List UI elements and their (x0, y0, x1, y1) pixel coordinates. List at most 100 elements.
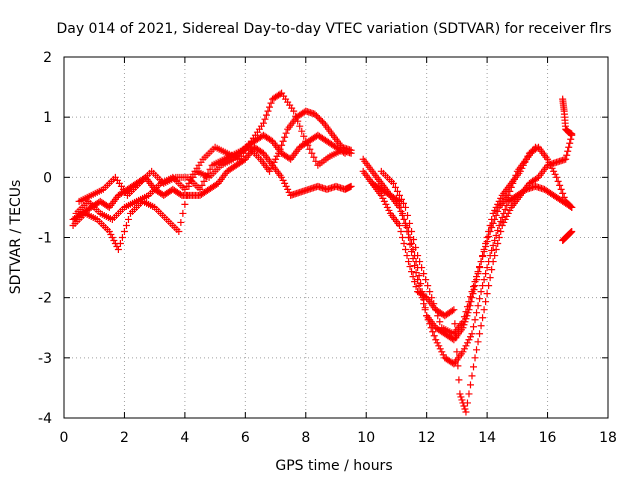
data-point-dense (556, 181, 564, 189)
data-point-dense (408, 268, 416, 276)
data-point-dense (503, 201, 511, 209)
data-point-dense (408, 227, 416, 235)
data-point-dense (479, 253, 487, 261)
data-point-dense (491, 215, 499, 223)
data-point-dense (258, 148, 266, 156)
data-point-dense (411, 262, 419, 270)
data-point-dense (281, 133, 289, 141)
data-point (468, 330, 476, 338)
data-point-dense (476, 330, 484, 338)
data-point (498, 221, 506, 229)
data-point (480, 306, 488, 314)
data-point-dense (176, 190, 184, 198)
data-point-dense (483, 264, 491, 272)
data-point-dense (434, 312, 442, 320)
data-point-dense (463, 339, 471, 347)
data-point-dense (504, 209, 512, 217)
data-point-dense (466, 293, 474, 301)
data-point-dense (402, 246, 410, 254)
data-point-dense (479, 282, 487, 290)
data-point (456, 390, 464, 398)
data-point-dense (510, 175, 518, 183)
data-point-dense (298, 127, 306, 135)
data-point-dense (306, 145, 314, 153)
x-axis-label: GPS time / hours (275, 458, 392, 474)
data-point-dense (118, 234, 126, 241)
data-point-dense (451, 320, 459, 328)
data-point-dense (432, 306, 440, 314)
data-point-dense (398, 209, 406, 217)
data-point-dense (497, 217, 505, 225)
data-point-dense (270, 158, 278, 166)
data-series (69, 89, 576, 416)
data-point-dense (436, 345, 444, 353)
data-point (311, 110, 319, 118)
data-point-dense (426, 320, 434, 328)
series-t3 (75, 107, 355, 205)
data-point-dense (566, 139, 574, 147)
data-point-dense (448, 335, 456, 343)
data-point-dense (501, 215, 509, 223)
data-point-dense (488, 247, 496, 255)
data-point-dense (382, 200, 390, 208)
y-tick-label: -3 (38, 351, 52, 367)
data-point-dense (480, 248, 488, 256)
data-point-dense (282, 129, 290, 137)
data-point-dense (404, 211, 412, 219)
data-point-dense (429, 328, 437, 336)
data-point-dense (269, 161, 277, 169)
data-point-dense (266, 103, 274, 111)
data-point-dense (488, 266, 496, 274)
data-point-dense (406, 241, 414, 249)
data-point-dense (470, 323, 478, 331)
data-point-dense (395, 191, 403, 199)
data-point-dense (438, 348, 446, 356)
data-point-dense (491, 237, 499, 245)
y-tick-label: 0 (43, 170, 52, 186)
data-point (568, 130, 576, 138)
data-point-dense (474, 302, 482, 310)
data-point-dense (491, 206, 499, 214)
data-point-dense (406, 219, 414, 227)
data-point-dense (408, 248, 416, 256)
data-point (450, 306, 458, 314)
data-point-dense (473, 309, 481, 317)
data-point-dense (420, 300, 428, 308)
data-point-dense (480, 276, 488, 284)
data-point-dense (198, 181, 206, 189)
data-point (266, 167, 274, 175)
data-point-dense (418, 264, 426, 272)
data-point-dense (279, 137, 287, 145)
data-point-dense (470, 363, 478, 371)
data-point-dense (455, 376, 463, 384)
data-point-dense (509, 179, 517, 187)
data-point-dense (507, 183, 515, 191)
data-point-dense (500, 218, 508, 226)
data-point (278, 173, 286, 181)
data-point-dense (476, 263, 484, 271)
data-point-dense (557, 185, 565, 193)
data-point-dense (452, 334, 460, 342)
data-point-dense (489, 242, 497, 250)
data-point-dense (494, 226, 502, 234)
data-point-dense (183, 191, 191, 199)
data-point (105, 227, 113, 235)
data-point-dense (476, 295, 484, 303)
data-point-dense (312, 157, 320, 165)
x-tick-label: 14 (478, 430, 496, 446)
data-point-dense (497, 194, 505, 202)
data-point-dense (200, 177, 208, 185)
data-point-dense (409, 273, 417, 281)
data-point (377, 191, 385, 199)
data-point-dense (400, 215, 408, 223)
data-point (290, 107, 298, 115)
data-point (489, 258, 497, 266)
data-point-dense (267, 164, 275, 172)
x-tick-label: 6 (241, 430, 250, 446)
data-point-dense (403, 252, 411, 260)
data-point (531, 143, 539, 151)
data-point (477, 288, 485, 296)
data-point-dense (383, 203, 391, 211)
x-tick-label: 10 (357, 430, 375, 446)
data-point (462, 408, 470, 416)
